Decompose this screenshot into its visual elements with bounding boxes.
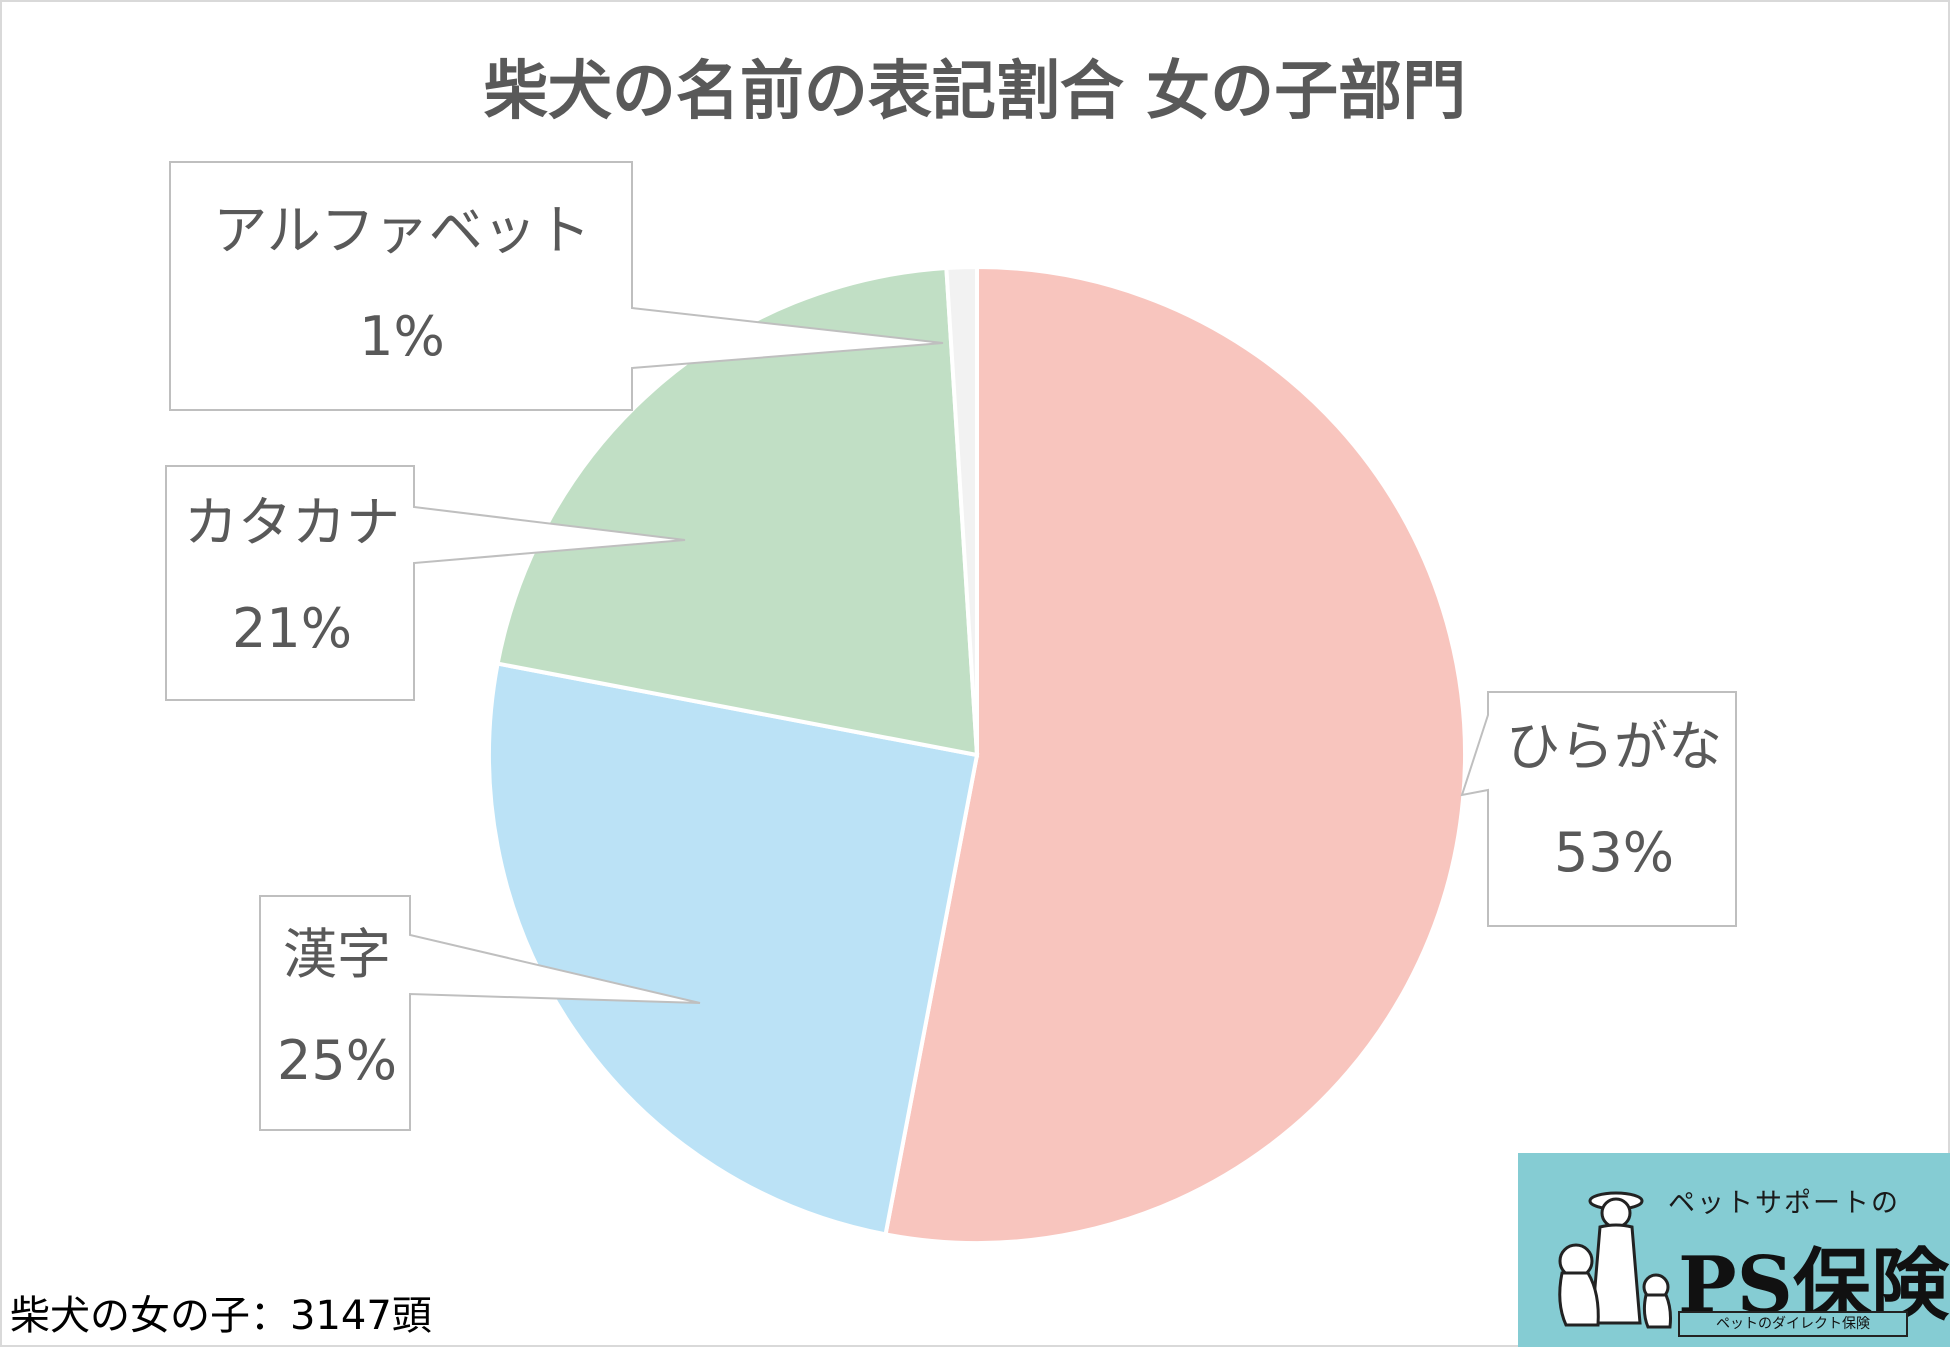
dog-and-owner-icon <box>1558 1191 1672 1329</box>
pie-slices <box>487 264 1467 1245</box>
callout-katakana: カタカナ 21% <box>168 488 416 664</box>
logo-subtitle: ペットのダイレクト保険 <box>1678 1311 1908 1337</box>
callout-value: 1% <box>359 305 445 368</box>
callout-label: アルファベット <box>213 199 591 262</box>
slice-kanji <box>487 661 980 1237</box>
callout-box-hiragana <box>1460 691 1737 927</box>
chart-title: 柴犬の名前の表記割合 女の子部門 <box>483 55 1467 129</box>
callout-label: カタカナ <box>184 491 400 554</box>
callout-label: ひらがな <box>1506 715 1722 778</box>
callout-hiragana: ひらがな 53% <box>1490 712 1738 888</box>
logo-tagline: ペットサポートの <box>1668 1188 1900 1219</box>
callout-kanji: 漢字 25% <box>262 920 412 1096</box>
callout-box-alphabet <box>169 161 944 411</box>
callout-value: 53% <box>1553 821 1675 884</box>
slice-katakana <box>495 265 980 758</box>
callout-value: 21% <box>231 597 353 660</box>
callout-label: 漢字 <box>283 923 391 986</box>
callout-alphabet: アルファベット 1% <box>172 196 632 372</box>
callout-boxes <box>165 161 1737 1131</box>
slice-hiragana <box>883 264 1467 1245</box>
callout-box-kanji <box>259 895 701 1131</box>
slice-alphabet <box>944 264 979 756</box>
footnote: 柴犬の女の子：3147頭 <box>10 1293 432 1339</box>
callout-value: 25% <box>276 1029 398 1092</box>
callout-box-katakana <box>165 465 686 701</box>
ps-insurance-logo: ペットサポートの PS保険 ペットのダイレクト保険 <box>1518 1153 1950 1347</box>
